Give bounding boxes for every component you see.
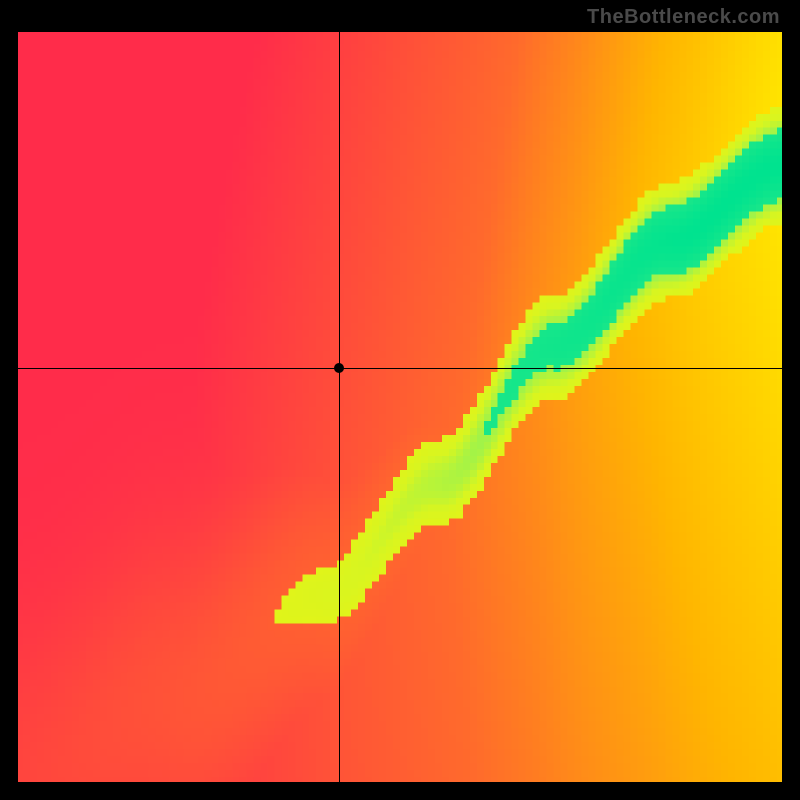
watermark-text: TheBottleneck.com (587, 6, 780, 29)
bottleneck-heatmap (16, 30, 784, 784)
crosshair-horizontal (16, 368, 784, 369)
outer-frame: TheBottleneck.com (0, 0, 800, 800)
plot-border (16, 782, 784, 784)
plot-border (782, 30, 784, 784)
selection-marker-dot (334, 363, 344, 373)
crosshair-vertical (339, 30, 340, 784)
plot-border (16, 30, 784, 32)
heatmap-canvas (16, 30, 784, 784)
plot-border (16, 30, 18, 784)
